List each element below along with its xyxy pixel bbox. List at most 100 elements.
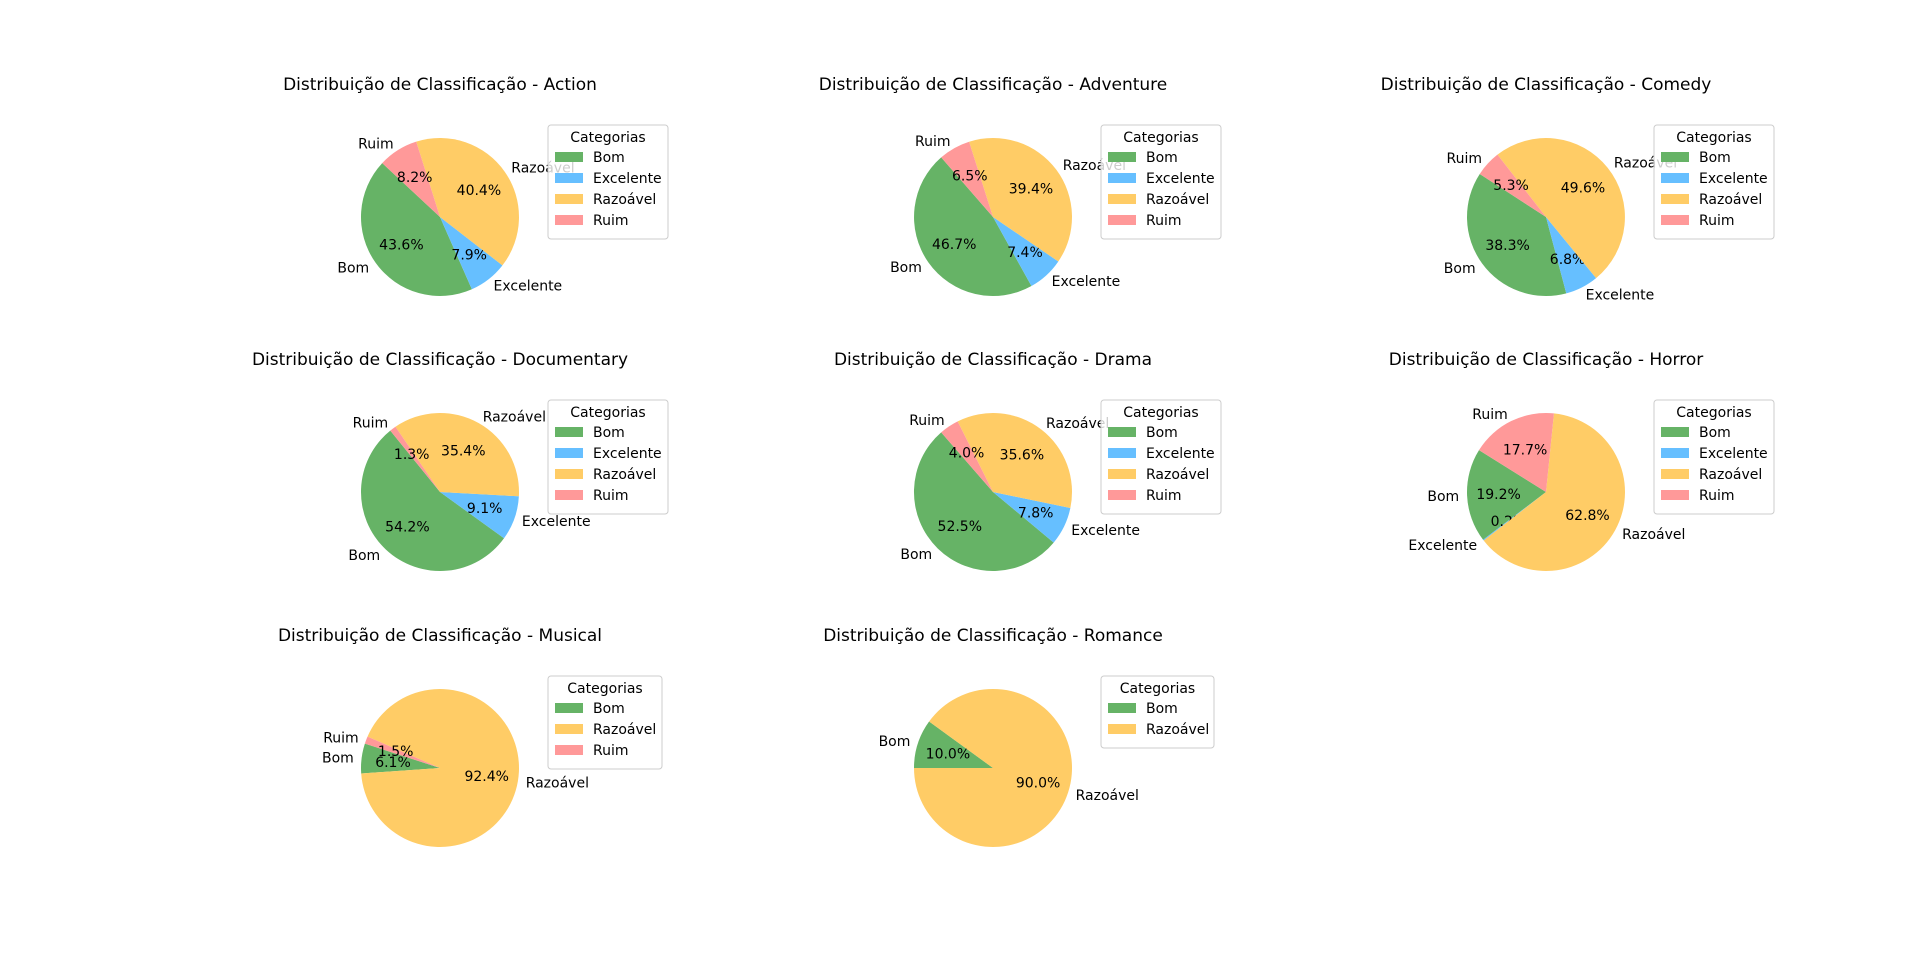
slice-category-label: Bom — [879, 734, 911, 750]
pie-slice-razoavel — [395, 412, 519, 497]
pie-slice-ruim — [364, 736, 440, 768]
legend-item-label: Razoável — [1699, 192, 1762, 208]
pie-slice-excelente — [1483, 492, 1546, 541]
slice-percent-label: 39.4% — [1009, 182, 1053, 198]
legend-item-label: Razoável — [1146, 192, 1209, 208]
slice-category-label: Razoável — [1046, 416, 1109, 432]
slice-category-label: Bom — [890, 260, 922, 276]
pie-slice-bom — [914, 721, 993, 768]
pie-chart-6: Distribuição de Classificação - Musical 6… — [278, 626, 663, 848]
legend-item-label: Razoável — [1146, 467, 1209, 483]
legend-swatch-excelente — [1661, 448, 1689, 458]
legend-swatch-razoavel — [555, 724, 583, 734]
pie-slice-ruim — [382, 141, 440, 217]
legend-swatch-excelente — [1108, 173, 1136, 183]
chart-title: Distribuição de Classificação - Musical — [278, 626, 602, 646]
slice-category-label: Excelente — [522, 514, 591, 530]
legend-swatch-bom — [1108, 703, 1136, 713]
legend-swatch-excelente — [555, 173, 583, 183]
legend-swatch-bom — [555, 703, 583, 713]
chart-title: Distribuição de Classificação - Horror — [1389, 350, 1703, 370]
chart-title: Distribuição de Classificação - Document… — [252, 350, 628, 370]
pie-slice-bom — [914, 157, 1032, 296]
legend: Categorias Bom Excelente Razoável Ruim — [1100, 399, 1222, 515]
pie-slice-ruim — [1479, 412, 1554, 492]
legend-item-label: Ruim — [593, 488, 629, 504]
pie-chart-7: Distribuição de Classificação - Romance 1… — [823, 626, 1215, 847]
legend: Categorias Bom Excelente Razoável Ruim — [1653, 399, 1775, 515]
chart-title: Distribuição de Classificação - Comedy — [1381, 75, 1712, 95]
slice-category-label: Bom — [1444, 261, 1476, 277]
pie-slice-razoavel — [416, 138, 519, 266]
legend-item-label: Excelente — [1699, 171, 1768, 187]
pie-slice-razoavel — [361, 689, 520, 848]
pie-slice-bom — [1467, 173, 1567, 296]
slice-category-label: Bom — [1427, 489, 1459, 505]
pie-chart-1: Distribuição de Classificação - Adventur… — [819, 75, 1222, 296]
legend-swatch-bom — [555, 427, 583, 437]
legend-title: Categorias — [1123, 405, 1198, 421]
slice-percent-label: 10.0% — [926, 746, 970, 762]
slice-category-label: Razoável — [1622, 527, 1685, 543]
legend-item-label: Excelente — [1146, 171, 1215, 187]
legend-swatch-ruim — [1108, 490, 1136, 500]
legend-item-label: Bom — [1146, 701, 1178, 717]
legend-item-label: Razoável — [593, 722, 656, 738]
legend-swatch-ruim — [1661, 215, 1689, 225]
slice-category-label: Bom — [322, 750, 354, 766]
legend-item-label: Excelente — [1146, 446, 1215, 462]
slice-category-label: Excelente — [494, 279, 563, 295]
slice-percent-label: 8.2% — [397, 170, 433, 186]
slice-percent-label: 7.4% — [1007, 245, 1043, 261]
pie-slice-excelente — [440, 492, 519, 539]
legend-swatch-ruim — [555, 215, 583, 225]
legend-item-label: Razoável — [593, 192, 656, 208]
pie-slice-razoavel — [957, 412, 1073, 509]
pie-slice-excelente — [440, 217, 503, 290]
slice-category-label: Excelente — [1052, 274, 1121, 290]
slice-category-label: Excelente — [1586, 287, 1655, 303]
legend-swatch-bom — [555, 152, 583, 162]
pie-slice-excelente — [993, 492, 1071, 543]
slice-percent-label: 9.1% — [467, 501, 503, 517]
slice-percent-label: 62.8% — [1565, 508, 1609, 524]
legend: Categorias Bom Razoável — [1100, 675, 1215, 749]
pie-slice-bom — [913, 432, 1054, 572]
legend-swatch-bom — [1661, 152, 1689, 162]
legend-item-label: Ruim — [1146, 488, 1182, 504]
pie-slice-bom — [1467, 450, 1546, 540]
legend-item-label: Ruim — [1699, 488, 1735, 504]
slice-percent-label: 35.4% — [441, 444, 485, 460]
slice-percent-label: 35.6% — [1000, 447, 1044, 463]
pie-chart-3: Distribuição de Classificação - Document… — [252, 350, 669, 572]
pie-slice-bom — [360, 163, 472, 297]
slice-percent-label: 1.5% — [378, 744, 414, 760]
pie-chart-2: Distribuição de Classificação - Comedy 38… — [1381, 75, 1775, 303]
pie-chart-4: Distribuição de Classificação - Drama 52.… — [834, 350, 1222, 572]
slice-percent-label: 6.5% — [952, 169, 988, 185]
slice-category-label: Ruim — [1472, 407, 1508, 423]
legend-swatch-bom — [1108, 152, 1136, 162]
legend-item-label: Razoável — [1699, 467, 1762, 483]
chart-title: Distribuição de Classificação - Action — [283, 75, 597, 95]
legend-swatch-ruim — [1108, 215, 1136, 225]
slice-category-label: Excelente — [1071, 523, 1140, 539]
pie-slice-ruim — [941, 141, 993, 217]
chart-title: Distribuição de Classificação - Adventur… — [819, 75, 1168, 95]
legend: Categorias Bom Excelente Razoável Ruim — [1653, 124, 1775, 240]
slice-percent-label: 46.7% — [932, 237, 976, 253]
legend-swatch-razoavel — [555, 469, 583, 479]
legend: Categorias Bom Excelente Razoável Ruim — [547, 399, 669, 515]
legend-title: Categorias — [1120, 681, 1195, 697]
pie-slice-excelente — [993, 217, 1059, 287]
chart-title: Distribuição de Classificação - Drama — [834, 350, 1152, 370]
legend-swatch-razoavel — [1661, 469, 1689, 479]
slice-category-label: Bom — [348, 548, 380, 564]
legend-swatch-ruim — [555, 490, 583, 500]
legend-item-label: Ruim — [593, 213, 629, 229]
legend-swatch-excelente — [555, 448, 583, 458]
legend-title: Categorias — [567, 681, 642, 697]
slice-percent-label: 7.8% — [1018, 506, 1054, 522]
chart-title: Distribuição de Classificação - Romance — [823, 626, 1163, 646]
